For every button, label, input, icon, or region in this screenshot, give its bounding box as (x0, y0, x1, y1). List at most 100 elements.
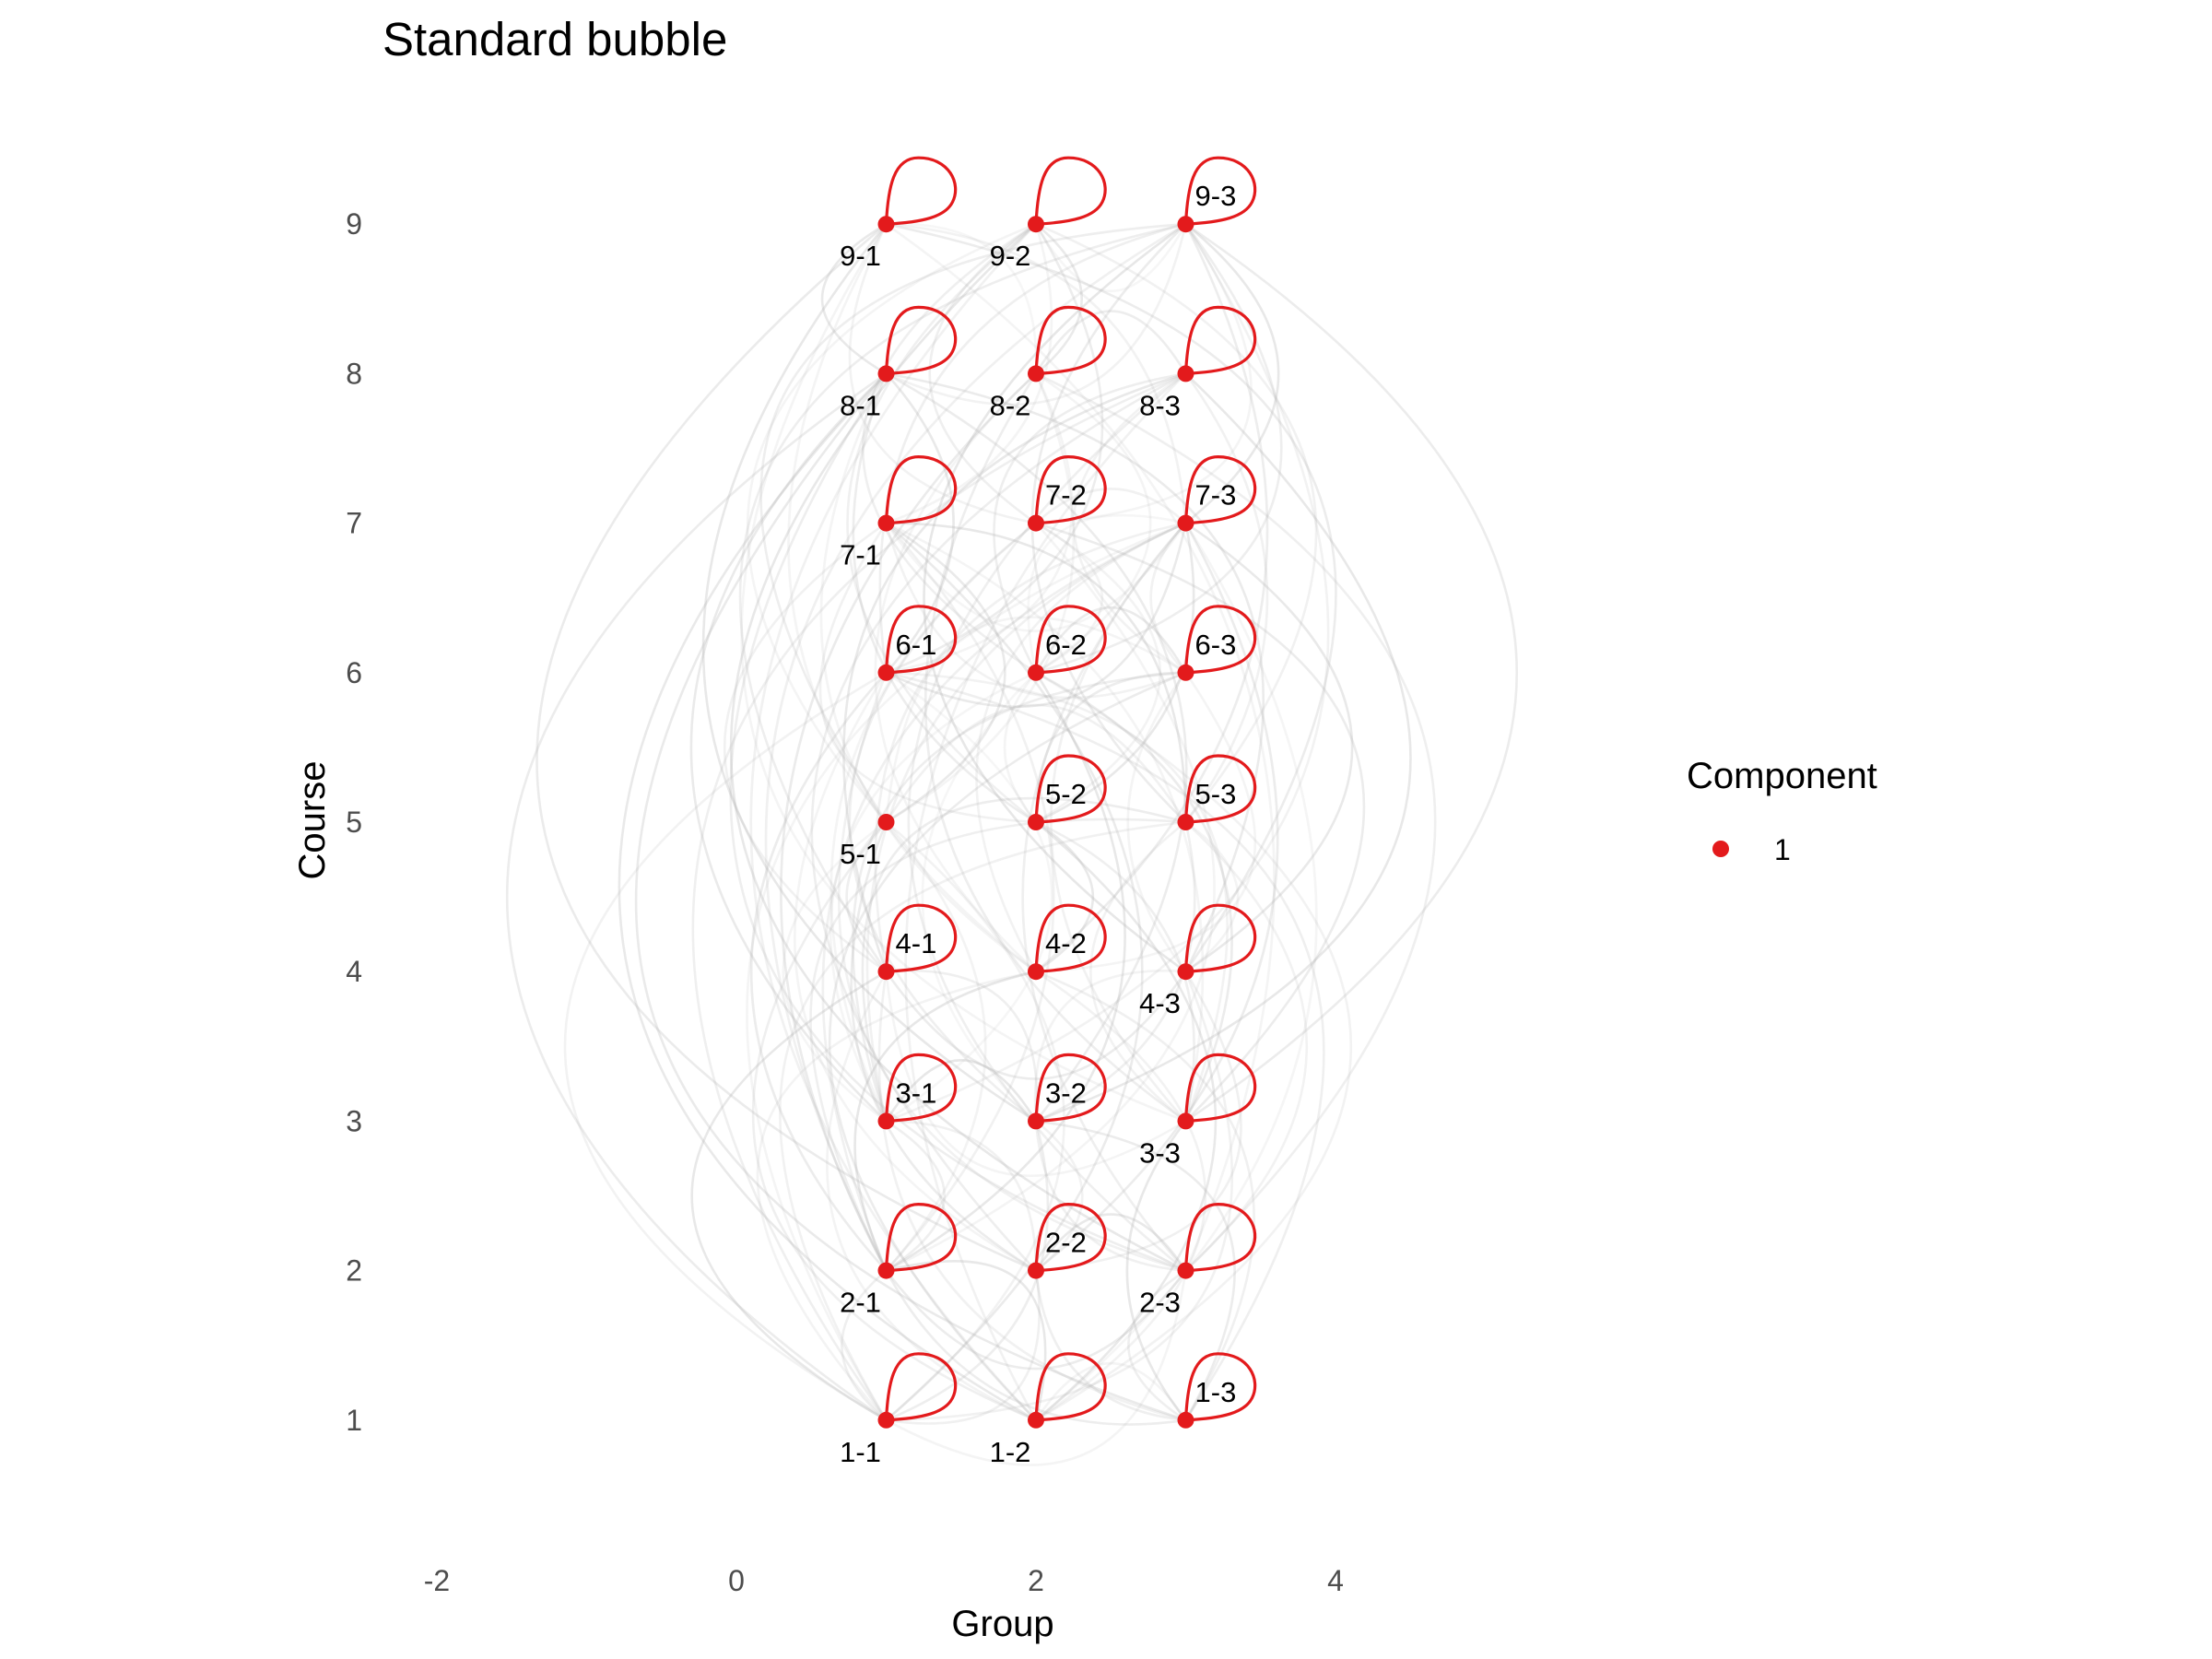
node-8-2 (1028, 365, 1044, 382)
edge-line (1027, 513, 1186, 674)
edge-line (885, 971, 1187, 1178)
edge-line (885, 523, 1186, 700)
edge-line (1184, 821, 1309, 1272)
self-loop-9-2 (1034, 156, 1107, 226)
x-tick-label: 0 (728, 1564, 745, 1597)
edge-line (618, 372, 1037, 1421)
edge-line (885, 522, 1006, 824)
edge-line (853, 970, 1037, 1272)
edge-line (1035, 223, 1253, 524)
self-loop-8-1 (884, 305, 958, 375)
edge-line (924, 372, 1187, 1123)
edge-line (701, 223, 1037, 1123)
edge-line (886, 522, 1187, 823)
edge-line (886, 222, 1187, 524)
legend-label-1: 1 (1774, 833, 1791, 866)
self-loop-6-1 (884, 605, 958, 675)
node-9-2 (1028, 216, 1044, 233)
edge-line (1035, 1120, 1236, 1421)
edge-line (1035, 821, 1218, 1421)
edge-line (885, 372, 1188, 1123)
y-tick-label: 5 (346, 806, 362, 839)
edge-line (723, 522, 888, 973)
edge-line (886, 971, 1234, 1422)
node-label-4-1: 4-1 (896, 927, 937, 959)
edge-line (794, 672, 1037, 1272)
edge-line (886, 1121, 1050, 1422)
node-8-3 (1177, 365, 1194, 382)
node-3-3 (1177, 1112, 1194, 1130)
edge-line (1089, 820, 1187, 1123)
self-loop-4-3 (1183, 903, 1257, 973)
edge-line (885, 616, 1187, 823)
y-tick-label: 6 (346, 656, 362, 689)
edge-line (756, 970, 1037, 1421)
edge-line (535, 223, 1037, 1272)
y-tick-label: 3 (346, 1104, 362, 1137)
edge-line (852, 671, 1186, 1122)
self-loop-2-3 (1183, 1203, 1257, 1273)
edge-line (1072, 372, 1187, 674)
edge-line (838, 672, 1186, 1272)
edge-line (1035, 970, 1255, 1421)
edge-line (1035, 223, 1318, 823)
node-6-3 (1177, 664, 1194, 681)
legend-key-1 (1712, 841, 1729, 857)
node-label-4-2: 4-2 (1045, 927, 1087, 959)
node-label-5-1: 5-1 (840, 838, 881, 870)
self-loop-7-2 (1034, 455, 1107, 525)
edge-line (1035, 672, 1257, 973)
edge-line (1184, 223, 1518, 1123)
edge-line (1035, 971, 1242, 1272)
self-loop-3-3 (1183, 1053, 1257, 1123)
edge-line (885, 522, 1187, 632)
legend-title: Component (1687, 756, 1877, 796)
edge-line (1035, 821, 1196, 1123)
edge-line (993, 372, 1186, 674)
edge-line (1034, 606, 1187, 674)
node-label-7-2: 7-2 (1045, 479, 1087, 512)
edge-line (848, 223, 1037, 524)
edge-line (1035, 522, 1161, 824)
edge-line (746, 222, 1037, 823)
x-tick-label: 2 (1028, 1564, 1044, 1597)
node-4-1 (877, 963, 895, 981)
edge-line (885, 372, 955, 674)
self-loop-3-2 (1034, 1053, 1107, 1123)
edge-line (779, 820, 1186, 1421)
edge-line (1035, 372, 1412, 1123)
edge-line (1035, 522, 1279, 1272)
y-axis-ticks: 1 2 3 4 5 6 7 8 9 (346, 207, 362, 1437)
node-1-3 (1177, 1411, 1194, 1429)
self-loop-2-1 (884, 1203, 958, 1273)
edge-line (885, 1059, 1038, 1123)
edge-line (782, 820, 888, 1123)
edge-line (787, 223, 1037, 973)
self-loop-7-1 (884, 455, 958, 525)
edge-line (1035, 223, 1269, 973)
edge-line (886, 1120, 1038, 1271)
edge-line (861, 796, 1186, 1122)
self-loop-7-3 (1183, 455, 1257, 525)
node-label-7-3: 7-3 (1195, 479, 1237, 512)
node-4-3 (1177, 963, 1194, 981)
edge-line (764, 223, 1187, 1272)
edge-line (1035, 488, 1187, 524)
node-2-3 (1177, 1262, 1194, 1279)
node-1-2 (1028, 1411, 1044, 1429)
edge-line (842, 372, 1186, 972)
edge-line (750, 671, 888, 1272)
edge-line (829, 671, 1187, 1421)
self-loop-5-2 (1034, 754, 1107, 824)
edge-line (850, 821, 1037, 1272)
node-label-8-3: 8-3 (1139, 389, 1181, 421)
node-label-8-2: 8-2 (990, 389, 1031, 421)
y-tick-label: 7 (346, 507, 362, 540)
edge-line (928, 223, 1037, 524)
node-label-1-1: 1-1 (840, 1436, 881, 1468)
edge-line (634, 372, 1186, 1422)
edge-line (848, 522, 1037, 1123)
node-label-1-2: 1-2 (990, 1436, 1031, 1468)
